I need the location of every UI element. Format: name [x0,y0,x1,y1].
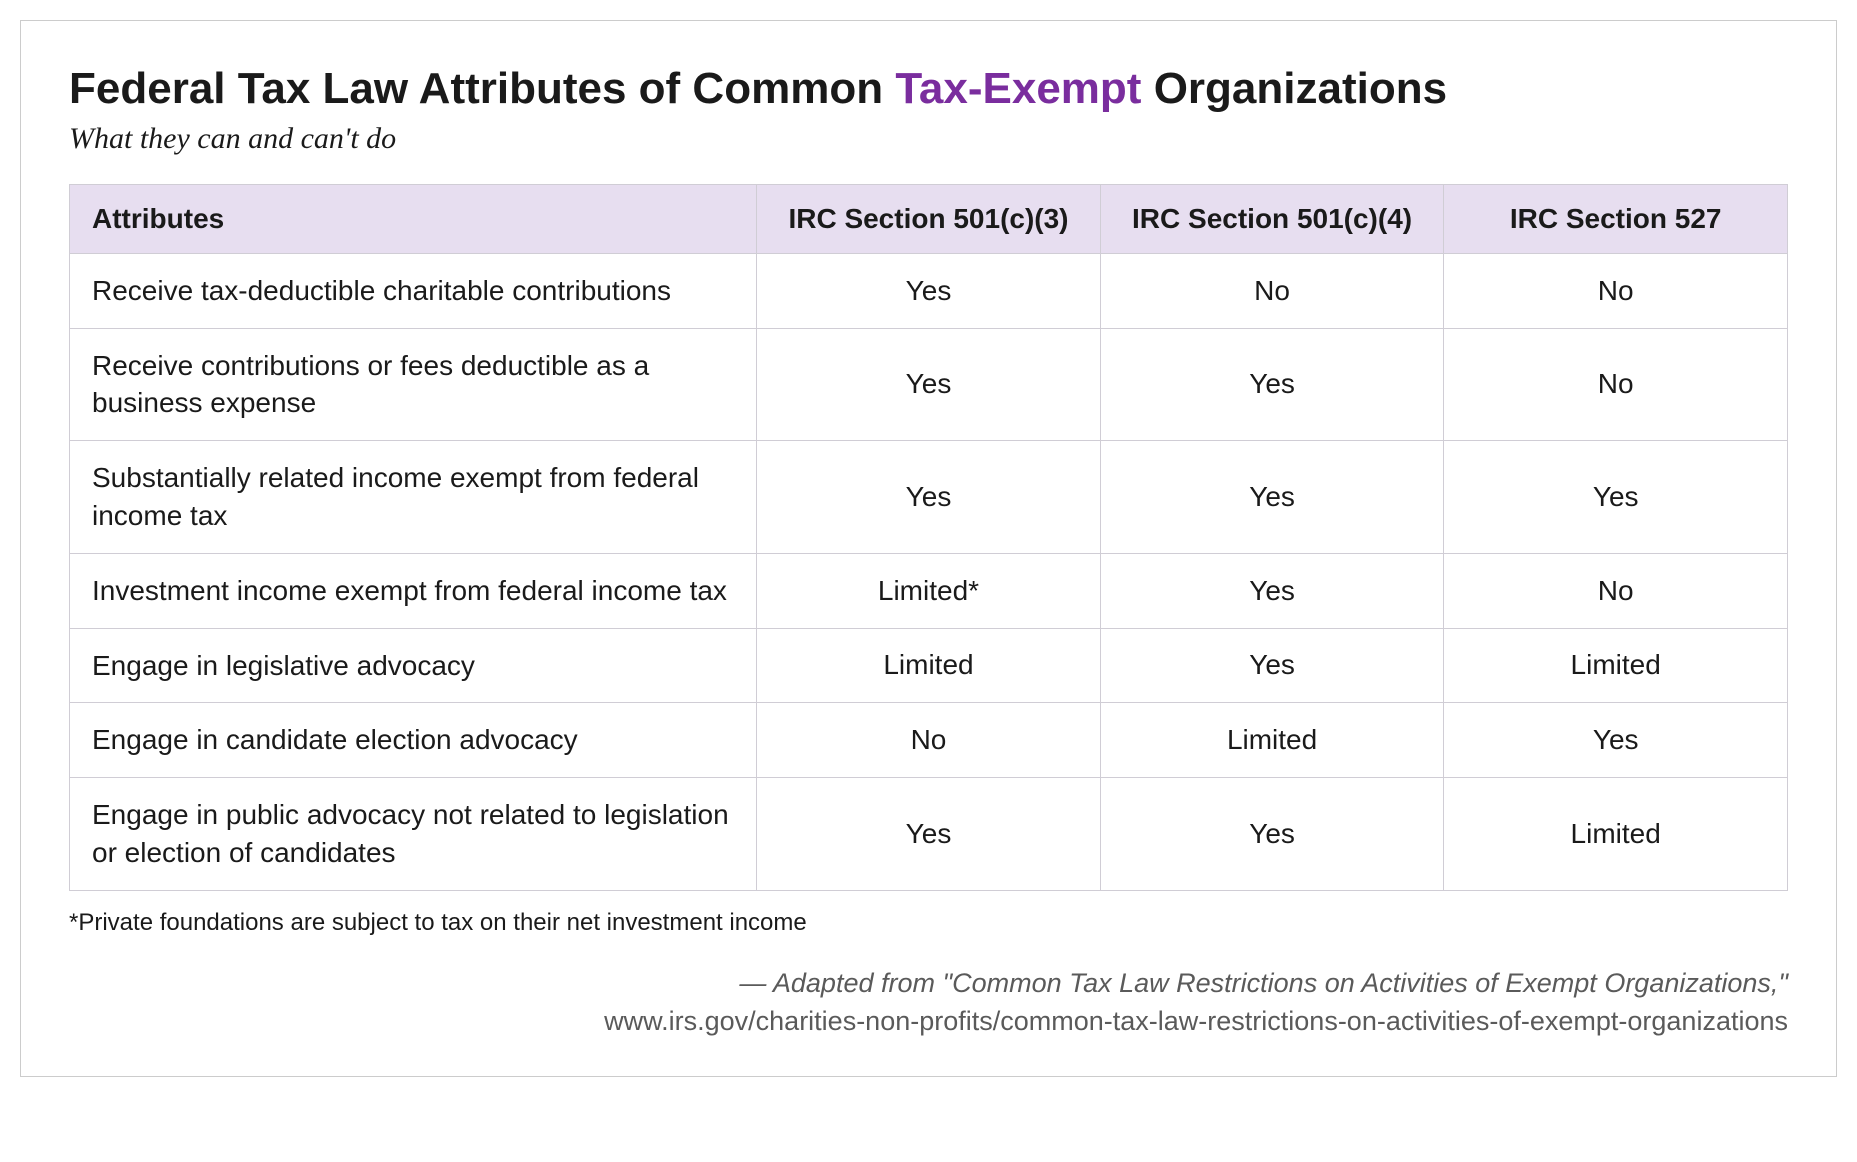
title-prefix: Federal Tax Law Attributes of Common [69,64,895,113]
table-row: Receive tax-deductible charitable contri… [70,253,1788,328]
value-cell: Yes [1100,628,1444,703]
source-line-1: — Adapted from "Common Tax Law Restricti… [69,965,1788,1003]
value-cell: Yes [1100,328,1444,441]
value-cell: Yes [1444,703,1788,778]
attribute-cell: Engage in candidate election advocacy [70,703,757,778]
value-cell: Limited [1100,703,1444,778]
footnote: *Private foundations are subject to tax … [69,909,1788,937]
column-header-527: IRC Section 527 [1444,184,1788,253]
value-cell: Yes [1444,441,1788,554]
table-header-row: Attributes IRC Section 501(c)(3) IRC Sec… [70,184,1788,253]
column-header-501c3: IRC Section 501(c)(3) [757,184,1101,253]
attributes-table: Attributes IRC Section 501(c)(3) IRC Sec… [69,184,1788,891]
table-row: Substantially related income exempt from… [70,441,1788,554]
title-accent: Tax-Exempt [895,64,1141,113]
table-row: Engage in candidate election advocacy No… [70,703,1788,778]
value-cell: Limited [1444,628,1788,703]
table-row: Engage in legislative advocacy Limited Y… [70,628,1788,703]
attribute-cell: Engage in public advocacy not related to… [70,778,757,891]
value-cell: Yes [1100,441,1444,554]
value-cell: No [1100,253,1444,328]
value-cell: Yes [757,778,1101,891]
attribute-cell: Receive contributions or fees deductible… [70,328,757,441]
attribute-cell: Substantially related income exempt from… [70,441,757,554]
value-cell: Limited* [757,553,1101,628]
title-suffix: Organizations [1141,64,1447,113]
table-row: Investment income exempt from federal in… [70,553,1788,628]
value-cell: No [1444,253,1788,328]
table-row: Engage in public advocacy not related to… [70,778,1788,891]
column-header-501c4: IRC Section 501(c)(4) [1100,184,1444,253]
column-header-attributes: Attributes [70,184,757,253]
attribute-cell: Engage in legislative advocacy [70,628,757,703]
value-cell: No [1444,553,1788,628]
source-attribution: — Adapted from "Common Tax Law Restricti… [69,965,1788,1041]
value-cell: Yes [1100,553,1444,628]
value-cell: Yes [1100,778,1444,891]
attribute-cell: Receive tax-deductible charitable contri… [70,253,757,328]
table-row: Receive contributions or fees deductible… [70,328,1788,441]
table-body: Receive tax-deductible charitable contri… [70,253,1788,890]
value-cell: No [757,703,1101,778]
value-cell: Limited [757,628,1101,703]
value-cell: Limited [1444,778,1788,891]
document-subtitle: What they can and can't do [69,122,1788,156]
document-title: Federal Tax Law Attributes of Common Tax… [69,63,1788,116]
source-line-2: www.irs.gov/charities-non-profits/common… [69,1003,1788,1041]
value-cell: No [1444,328,1788,441]
document-card: Federal Tax Law Attributes of Common Tax… [20,20,1837,1077]
value-cell: Yes [757,253,1101,328]
value-cell: Yes [757,328,1101,441]
value-cell: Yes [757,441,1101,554]
attribute-cell: Investment income exempt from federal in… [70,553,757,628]
